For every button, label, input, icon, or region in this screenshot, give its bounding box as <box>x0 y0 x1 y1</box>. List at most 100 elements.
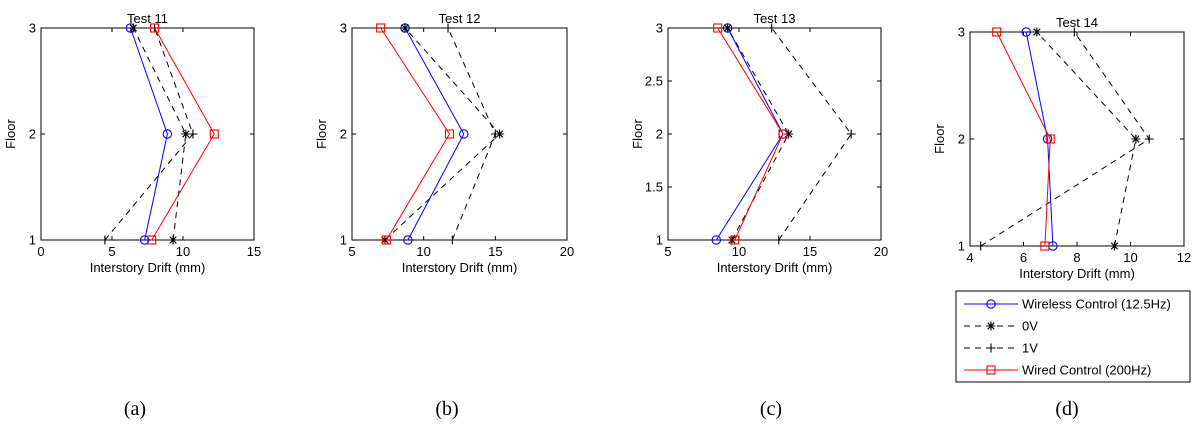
series-line <box>404 27 465 241</box>
data-point <box>1144 134 1154 144</box>
data-point <box>147 235 157 245</box>
x-tick-label: 20 <box>560 244 574 259</box>
x-tick-label: 8 <box>1073 250 1080 265</box>
legend-label: 0V <box>1022 319 1038 334</box>
data-point <box>711 235 722 245</box>
series-square <box>992 27 1055 251</box>
series-plus <box>976 27 1154 251</box>
y-tick-label: 2 <box>656 127 663 142</box>
series-plus <box>767 23 856 245</box>
data-point <box>380 235 390 245</box>
y-tick-label: 2.5 <box>645 74 663 89</box>
x-tick-label: 10 <box>732 244 746 259</box>
y-tick-label: 1 <box>656 233 663 248</box>
data-point <box>403 235 413 245</box>
legend-marker-asterisk <box>986 321 996 331</box>
data-point <box>209 129 219 139</box>
series-plus <box>443 23 500 245</box>
series-line <box>1025 31 1054 247</box>
chart-title: Test 12 <box>439 11 481 26</box>
legend-label: Wireless Control (12.5Hz) <box>1022 297 1171 312</box>
series-asterisk <box>1032 27 1141 251</box>
x-tick-label: 15 <box>803 244 817 259</box>
data-point <box>730 235 740 245</box>
data-point <box>992 27 1002 37</box>
x-tick-label: 4 <box>966 250 973 265</box>
series-asterisk <box>128 23 191 245</box>
series-square <box>713 23 788 245</box>
data-point <box>778 129 788 139</box>
legend-label: Wired Control (200Hz) <box>1022 363 1151 378</box>
series-line <box>727 27 790 241</box>
data-point <box>139 235 150 245</box>
data-point <box>846 129 856 139</box>
series-line <box>132 27 187 241</box>
legend-item: 1V <box>964 341 1038 356</box>
series-asterisk <box>723 23 794 245</box>
figure-caption: (d) <box>1055 398 1078 420</box>
series-line <box>1036 31 1137 247</box>
y-tick-label: 2 <box>29 127 36 142</box>
legend-label: 1V <box>1022 341 1038 356</box>
x-axis-label: Interstory Drift (mm) <box>1019 266 1135 281</box>
x-tick-label: 10 <box>176 244 190 259</box>
figure-caption: (c) <box>760 398 782 420</box>
y-tick-label: 2 <box>958 132 965 147</box>
data-point <box>1131 134 1141 144</box>
x-tick-label: 20 <box>874 244 888 259</box>
data-point <box>381 235 391 245</box>
chart-title: Test 11 <box>127 11 168 26</box>
data-point <box>168 235 178 245</box>
legend: Wireless Control (12.5Hz) 0V 1V Wired Contr… <box>955 290 1191 383</box>
plot-area <box>40 27 255 241</box>
chart-panel-2: 5 10 15 20 1 2 3 Test 12 Interstory Drift (mm) Fl… <box>314 11 574 420</box>
y-tick-label: 3 <box>29 21 36 36</box>
x-axis-label: Interstory Drift (mm) <box>717 260 833 275</box>
x-tick-label: 12 <box>1177 250 1191 265</box>
data-point <box>444 129 455 139</box>
y-tick-label: 1 <box>29 233 36 248</box>
plot-area <box>667 27 882 241</box>
legend-item: Wired Control (200Hz) <box>964 363 1151 378</box>
y-axis-label: Floor <box>932 124 947 154</box>
x-tick-label: 0 <box>37 244 44 259</box>
y-tick-label: 3 <box>656 21 663 36</box>
legend-marker-plus <box>986 343 996 353</box>
data-point <box>774 235 784 245</box>
legend-marker-circle <box>986 299 996 309</box>
series-line <box>717 27 784 241</box>
figure-caption: (b) <box>435 398 458 420</box>
legend-marker-square <box>986 365 996 375</box>
data-point <box>976 241 986 251</box>
x-tick-label: 5 <box>348 244 355 259</box>
data-point <box>1069 27 1079 37</box>
chart-panel-1: 0 5 10 15 1 2 3 Test 11 Interstory Drift (mm) Flo… <box>3 11 261 420</box>
data-point <box>459 129 469 139</box>
data-point <box>727 235 737 245</box>
y-tick-label: 3 <box>340 21 347 36</box>
data-point <box>376 23 386 33</box>
y-axis-label: Floor <box>630 119 645 149</box>
data-point <box>150 23 160 33</box>
data-point <box>400 23 410 33</box>
chart-panel-3: 5 10 15 20 1 1.5 2 2.5 3 Test 13 Interstory Drift … <box>630 11 888 420</box>
data-point <box>723 23 733 33</box>
data-point <box>1045 134 1055 144</box>
series-line <box>151 27 215 241</box>
x-tick-label: 15 <box>247 244 261 259</box>
y-tick-label: 1 <box>340 233 347 248</box>
chart-title: Test 13 <box>754 11 796 26</box>
x-axis-label: Interstory Drift (mm) <box>90 260 206 275</box>
y-axis-label: Floor <box>314 119 329 149</box>
x-tick-label: 15 <box>488 244 502 259</box>
data-point <box>1040 241 1050 251</box>
data-point <box>767 23 777 33</box>
data-point <box>1021 27 1031 37</box>
series-line <box>129 27 168 241</box>
data-point <box>181 129 191 139</box>
data-point <box>162 129 173 139</box>
data-point <box>490 129 500 139</box>
x-axis-label: Interstory Drift (mm) <box>402 260 518 275</box>
series-line <box>380 27 451 241</box>
